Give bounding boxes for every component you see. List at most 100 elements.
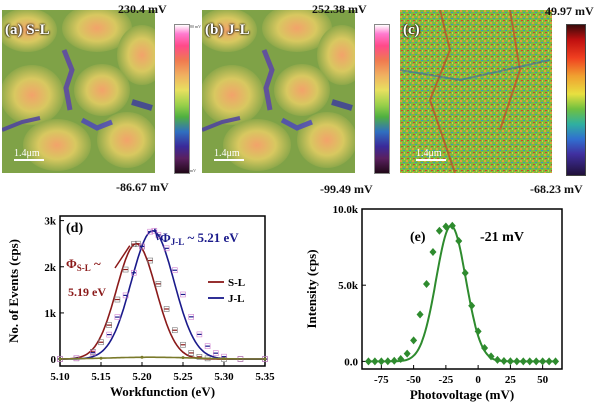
map-a-scale-bar — [14, 159, 44, 161]
map-c-label: (c) — [403, 22, 420, 38]
chart-e-point — [506, 357, 514, 366]
chart-d-point-outline — [114, 296, 121, 303]
chart-d-point-outline — [122, 266, 129, 273]
chart-d-x-tick-label: 5.30 — [214, 371, 234, 383]
chart-d-annotation-jl: ΦJ-L ~ 5.21 eV — [160, 230, 239, 247]
chart-e-x-tick-label: -25 — [439, 374, 454, 386]
map-b-texture — [202, 10, 355, 173]
chart-e-point — [481, 343, 489, 352]
chart-d-point-outline — [188, 350, 194, 356]
chart-d-point-outline — [131, 269, 137, 276]
chart-d-point-outline — [196, 354, 203, 360]
chart-d: 5.10 5.15 5.20 5.25 5.30 5.35 0 1k 2k 3k Workfunct… — [6, 215, 275, 399]
chart-d-point-outline — [172, 327, 178, 334]
chart-d-point-outline — [155, 281, 162, 287]
map-b-scale-bar — [214, 159, 244, 161]
chart-e-point — [429, 247, 437, 256]
chart-d-point-outline — [151, 227, 158, 234]
chart-e-point — [410, 336, 418, 345]
map-a-max-value: 230.4 mV — [118, 2, 167, 16]
map-c-scale-bar — [416, 159, 446, 161]
chart-e-point — [371, 357, 379, 366]
map-a-min-value: -86.67 mV — [116, 180, 169, 194]
chart-e-point — [474, 327, 482, 336]
chart-d-point-outline — [163, 245, 170, 252]
chart-e-x-tick-label: 25 — [505, 374, 517, 386]
chart-e-ylabel: Intensity (cps) — [304, 249, 319, 328]
chart-e-point — [539, 357, 547, 366]
chart-d-legend-label: S-L — [228, 277, 245, 289]
chart-d-annotation-sl: ΦS-L ~ — [66, 256, 101, 273]
chart-d-point-outline — [163, 306, 170, 312]
chart-d-point-outline — [98, 339, 104, 346]
chart-e-xlabel: Photovoltage (mV) — [410, 387, 514, 402]
chart-d-point — [222, 357, 226, 361]
chart-d-series-line — [60, 356, 265, 360]
chart-d-panel-label: (d) — [66, 221, 83, 236]
chart-d-point-outline — [139, 243, 145, 250]
chart-d-point-outline — [172, 267, 178, 274]
chart-e-annotation: -21 mV — [480, 230, 524, 245]
chart-e-point — [519, 357, 527, 366]
chart-e-point — [364, 357, 372, 366]
map-b-max-value: 252.38 mV — [312, 2, 367, 16]
chart-e-point — [545, 357, 553, 366]
chart-d-annotation-sl-value: 5.19 eV — [68, 285, 106, 299]
colorbar-a-top-tick: 80 mV — [190, 24, 201, 29]
map-a-label: (a) S-L — [5, 22, 50, 38]
chart-d-point-outline — [180, 291, 186, 298]
chart-d-ylabel: No. of Events (cps) — [6, 239, 21, 343]
chart-d-x-tick-label: 5.15 — [91, 371, 111, 383]
chart-d-point — [58, 357, 62, 361]
chart-e-frame — [361, 208, 563, 370]
chart-d-point-outline — [180, 341, 186, 348]
chart-d-xlabel: Workfunction (eV) — [110, 384, 215, 399]
chart-d-point-outline — [204, 343, 211, 349]
map-b-label: (b) J-L — [205, 22, 250, 38]
chart-e-point — [448, 221, 456, 230]
chart-d-point-outline — [122, 292, 129, 299]
chart-e-x-tick-label: -50 — [406, 374, 421, 386]
chart-e-x-tick-label: 50 — [537, 374, 549, 386]
colorbar-b — [374, 24, 390, 174]
chart-e-point — [442, 222, 450, 231]
chart-d-x-tick-label: 5.10 — [50, 371, 70, 383]
map-c-min-value: -68.23 mV — [530, 182, 583, 196]
map-c-texture — [400, 10, 552, 173]
chart-e-y-tick-label: 10.0k — [333, 204, 359, 216]
chart-d-point-outline — [147, 228, 153, 235]
chart-d-x-tick-label: 5.35 — [255, 371, 275, 383]
chart-d-point-outline — [188, 314, 194, 320]
chart-e-point — [526, 357, 534, 366]
chart-e-point — [403, 349, 411, 358]
chart-e-point — [500, 356, 508, 365]
chart-e-y-tick-label: 5.0k — [338, 280, 359, 292]
chart-d-arrow-sl — [114, 245, 131, 269]
chart-e-point — [513, 357, 521, 366]
chart-d-point-outline — [196, 331, 203, 338]
map-a-texture — [2, 10, 155, 173]
chart-e-point — [384, 357, 392, 366]
chart-e-point — [455, 237, 463, 245]
map-c-scale-label: 1.4μm — [416, 148, 442, 159]
chart-e: -75 -50 -25 0 25 50 0.0 5.0k 10.0k Photovoltage (… — [304, 204, 563, 402]
map-b-image: 1.4μm — [202, 10, 355, 173]
chart-d-point-outline — [106, 322, 112, 328]
chart-d-point-outline — [106, 331, 112, 338]
chart-e-x-tick-label: 0 — [475, 374, 481, 386]
chart-e-point — [487, 352, 495, 361]
chart-d-point-outline — [90, 349, 96, 356]
chart-e-point — [377, 357, 385, 366]
chart-d-y-tick-label: 2k — [44, 262, 57, 274]
chart-e-point — [423, 279, 431, 288]
map-b-min-value: -99.49 mV — [320, 182, 373, 196]
chart-d-x-tick-label: 5.20 — [132, 371, 152, 383]
map-c-image: 1.4μm — [400, 10, 552, 173]
chart-d-frame — [59, 215, 266, 367]
chart-e-point — [468, 301, 476, 310]
map-a-scale-label: 1.4μm — [14, 148, 40, 159]
chart-e-y-tick-label: 0.0 — [344, 356, 358, 368]
colorbar-c — [566, 24, 586, 176]
chart-e-point — [416, 310, 424, 319]
chart-e-point — [390, 356, 398, 365]
